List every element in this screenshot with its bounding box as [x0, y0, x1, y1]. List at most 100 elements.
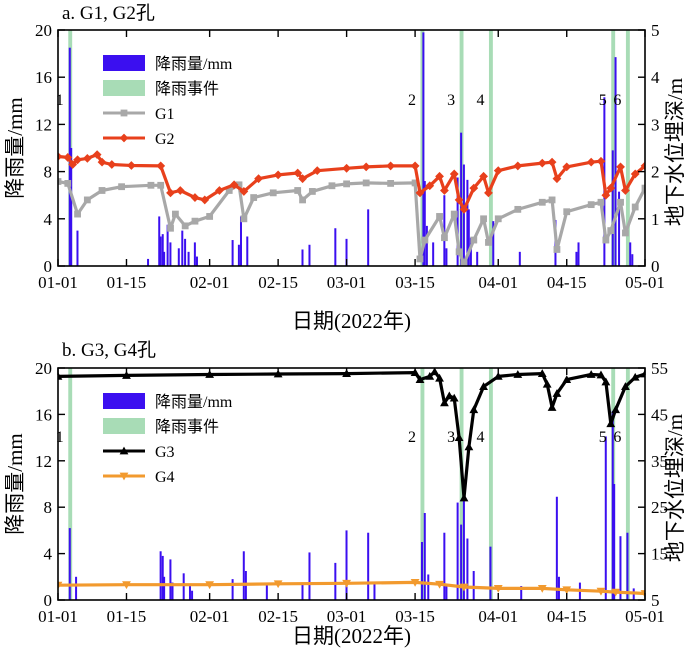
series-point-g3 — [435, 373, 444, 382]
y-right-tick-label: 25 — [651, 498, 668, 517]
series-point-g1 — [494, 215, 502, 223]
y-left-tick-label: 16 — [35, 68, 52, 87]
legend-item: G3 — [103, 444, 175, 461]
rainfall-bar — [575, 251, 578, 266]
series-point-g2 — [493, 166, 503, 176]
series-point-g1 — [74, 210, 81, 218]
series-point-g4 — [596, 587, 606, 596]
rainfall-bar — [577, 242, 580, 266]
legend-label: 降雨事件 — [155, 418, 219, 436]
series-point-g1 — [83, 196, 91, 204]
series-point-g1 — [441, 234, 448, 242]
rainfall-bar — [420, 542, 423, 600]
legend-item: 降雨事件 — [103, 80, 219, 98]
series-point-g2 — [484, 188, 493, 198]
series-point-g1 — [172, 210, 179, 218]
series-point-g1 — [470, 236, 478, 244]
rainfall-bar — [462, 486, 465, 600]
rainfall-bar — [445, 586, 448, 600]
series-point-g1 — [641, 184, 645, 192]
y-right-tick-label: 5 — [651, 21, 660, 40]
series-point-g3 — [479, 382, 488, 390]
series-point-g2 — [562, 162, 572, 172]
rainfall-bar — [489, 546, 492, 600]
series-point-g2 — [215, 186, 224, 195]
series-point-g2 — [616, 162, 625, 172]
series-point-g3 — [640, 369, 645, 378]
series-point-g4 — [459, 583, 469, 592]
rainfall-bar — [161, 234, 164, 266]
series-point-g1 — [622, 229, 629, 237]
series-point-g1 — [343, 180, 351, 188]
y-right-tick-label: 45 — [651, 405, 668, 424]
rainfall-bar — [443, 532, 446, 600]
rainfall-bar — [163, 576, 166, 600]
legend-label: 降雨事件 — [155, 80, 219, 98]
series-point-g2 — [166, 188, 175, 198]
x-tick-label: 05-01 — [625, 273, 665, 292]
series-point-g1 — [617, 198, 624, 206]
series-point-g2 — [273, 170, 283, 180]
x-tick-label: 02-01 — [190, 273, 230, 292]
panel-title: a. G1, G2孔 — [62, 2, 155, 24]
panel-b: 1 2 3 4 5 601-01 01-15 02-01 02-15 03-01 03-15 04-0… — [3, 339, 687, 648]
rainfall-bar — [181, 230, 184, 266]
series-point-g2 — [92, 150, 102, 160]
event-label: 5 — [599, 92, 607, 109]
legend-item: 降雨量/mm — [103, 55, 233, 73]
legend-label: 降雨量/mm — [155, 55, 233, 73]
rainfall-bar — [456, 177, 459, 266]
series-point-g3 — [493, 371, 503, 380]
series-point-g2 — [58, 152, 63, 161]
rainfall-bar — [492, 221, 495, 266]
series-point-g2 — [469, 183, 479, 193]
rainfall-bar — [626, 532, 629, 600]
x-axis-title: 日期(2022年) — [292, 624, 411, 648]
rainfall-bar — [467, 209, 470, 266]
series-point-g1 — [64, 180, 72, 187]
legend-item: 降雨量/mm — [103, 393, 233, 411]
series-point-g1 — [362, 179, 370, 187]
legend-label: G4 — [155, 469, 175, 486]
legend-label: G2 — [155, 131, 175, 148]
rainfall-bar — [187, 251, 190, 266]
rainfall-bar — [469, 237, 472, 266]
y-right-tick-label: 1 — [651, 210, 660, 229]
x-tick-label: 04-01 — [478, 607, 518, 626]
series-point-g2 — [68, 160, 78, 169]
series-point-g2 — [254, 174, 263, 184]
rainfall-bar — [308, 244, 311, 266]
rainfall-bar — [476, 251, 479, 266]
rainfall-bar — [182, 573, 185, 600]
series-point-g2 — [552, 174, 562, 184]
series-point-g3 — [547, 403, 557, 411]
event-label: 2 — [408, 92, 416, 109]
y-left-tick-label: 4 — [44, 545, 53, 564]
y-left-tick-label: 4 — [44, 210, 53, 229]
series-point-g2 — [342, 163, 352, 173]
series-point-g2 — [449, 169, 459, 179]
legend-swatch-rainfall — [103, 393, 145, 409]
series-point-g2 — [312, 166, 322, 176]
series-point-g2 — [630, 169, 640, 179]
series-point-g1 — [485, 239, 492, 246]
y-right-axis-title: 地下水位埋深/m — [663, 78, 687, 226]
series-point-g2 — [415, 188, 425, 198]
series-point-g1 — [206, 213, 214, 220]
x-tick-label: 04-15 — [547, 273, 587, 292]
y-right-tick-label: 3 — [651, 115, 660, 134]
rainfall-bar — [246, 236, 249, 266]
series-point-g1 — [225, 187, 233, 194]
series-point-g2 — [126, 161, 136, 170]
rainfall-bar — [611, 150, 614, 266]
rainfall-bar — [445, 248, 448, 266]
series-point-g2 — [547, 157, 557, 167]
rainfall-bar — [425, 225, 428, 266]
series-point-g1 — [118, 183, 125, 191]
series-point-g4 — [205, 581, 215, 590]
rainfall-bar — [619, 536, 622, 600]
series-point-g2 — [537, 158, 547, 168]
rainfall-bar — [171, 582, 174, 600]
rainfall-bar — [604, 436, 607, 600]
series-point-g1 — [587, 201, 595, 209]
